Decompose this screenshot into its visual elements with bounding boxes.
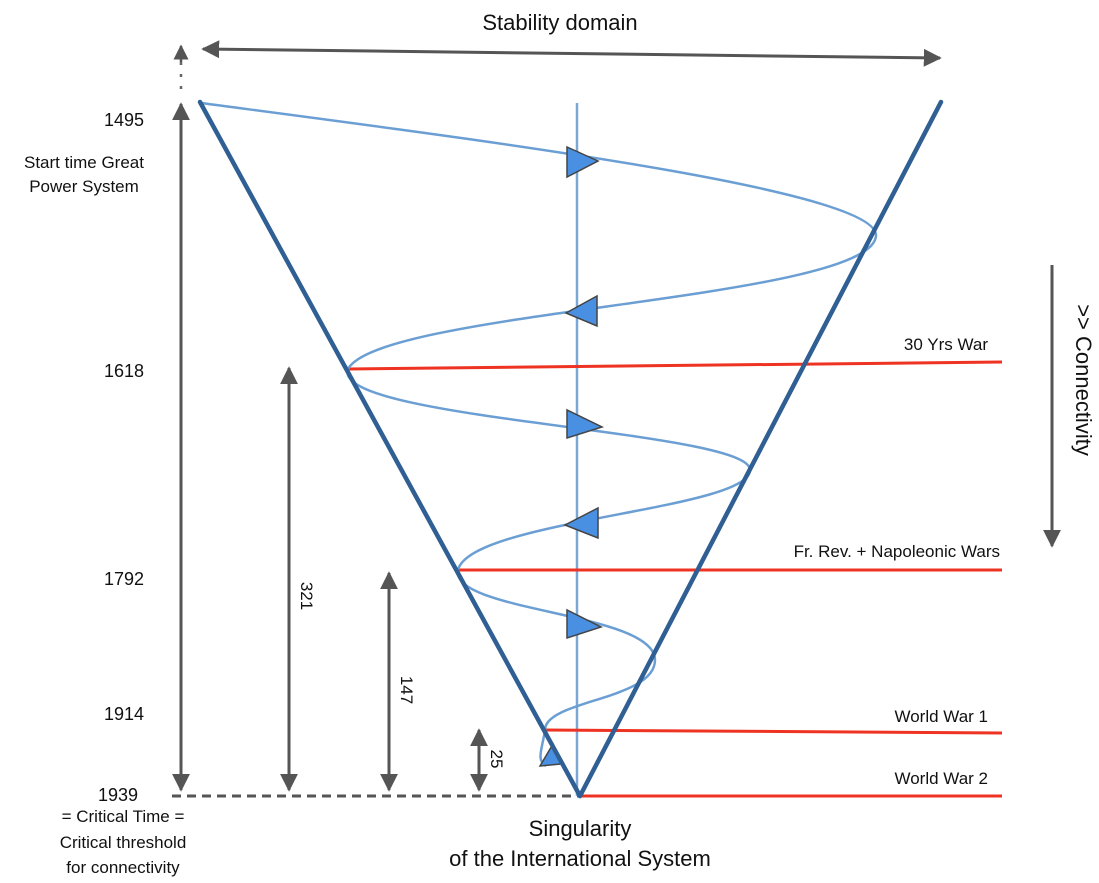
year-1495: 1495 bbox=[104, 110, 144, 130]
critical-time-label-line3: for connectivity bbox=[66, 858, 180, 877]
interval-label-25: 25 bbox=[487, 750, 506, 769]
spiral-arrowhead-1 bbox=[566, 145, 600, 179]
critical-time-label-line2: Critical threshold bbox=[60, 833, 187, 852]
start-time-label-line2: Power System bbox=[29, 177, 139, 196]
singularity-label-line1: Singularity bbox=[529, 816, 632, 841]
start-time-label-line1: Start time Great bbox=[24, 153, 144, 172]
spiral-arrowhead-5 bbox=[566, 608, 603, 640]
war-label-30-yrs: 30 Yrs War bbox=[904, 335, 988, 354]
diagram-title: Stability domain bbox=[482, 10, 637, 35]
spiral-arrowhead-3 bbox=[566, 408, 605, 440]
interval-label-147: 147 bbox=[397, 676, 416, 704]
spiral-path bbox=[200, 101, 878, 768]
cone-left-edge bbox=[197, 99, 583, 799]
cone-right-edge bbox=[577, 99, 944, 799]
war-label-ww2: World War 2 bbox=[894, 769, 988, 788]
year-1939: 1939 bbox=[98, 785, 138, 805]
singularity-label-line2: of the International System bbox=[449, 846, 711, 871]
year-1618: 1618 bbox=[104, 361, 144, 381]
war-label-napoleonic: Fr. Rev. + Napoleonic Wars bbox=[794, 542, 1000, 561]
stability-domain-arrow bbox=[201, 40, 942, 67]
interval-label-321: 321 bbox=[297, 582, 316, 610]
war-line-30-yrs bbox=[347, 360, 1003, 371]
spiral-arrowhead-2 bbox=[564, 294, 598, 328]
year-1914: 1914 bbox=[104, 704, 144, 724]
year-1792: 1792 bbox=[104, 569, 144, 589]
connectivity-label: >> Connectivity bbox=[1071, 304, 1096, 456]
spiral-arrowhead-4 bbox=[563, 506, 599, 540]
war-label-ww1: World War 1 bbox=[894, 707, 988, 726]
war-line-ww1 bbox=[544, 728, 1003, 735]
critical-time-label-line1: = Critical Time = bbox=[62, 807, 185, 826]
